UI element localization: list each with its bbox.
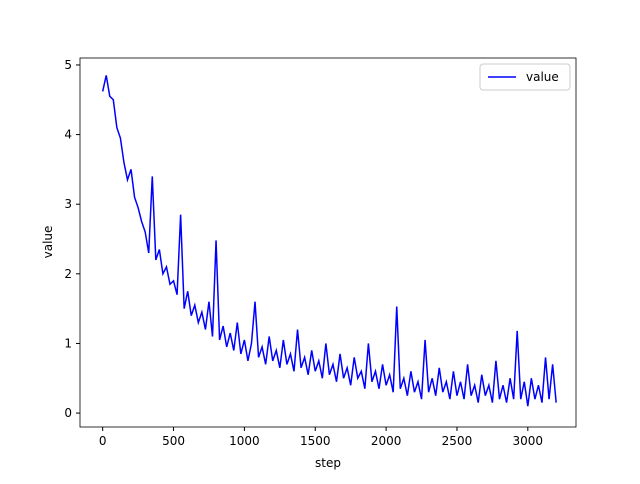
y-tick-label: 5 [64,58,72,72]
x-axis-label: step [315,456,341,470]
x-tick-label: 1000 [229,434,260,448]
plot-frame [79,57,577,428]
x-tick-label: 500 [162,434,185,448]
y-axis-label: value [41,226,55,259]
y-tick-label: 0 [64,406,72,420]
x-tick-label: 1500 [300,434,331,448]
data-line [101,75,557,407]
legend-box [479,63,571,91]
x-tick-label: 2500 [442,434,473,448]
x-tick-label: 3000 [513,434,544,448]
y-tick-label: 3 [64,197,72,211]
legend-label: value [526,70,559,84]
x-tick-label: 0 [99,434,107,448]
y-tick-label: 2 [64,267,72,281]
y-tick-label: 4 [64,128,72,142]
x-tick-label: 2000 [371,434,402,448]
y-tick-label: 1 [64,336,72,350]
